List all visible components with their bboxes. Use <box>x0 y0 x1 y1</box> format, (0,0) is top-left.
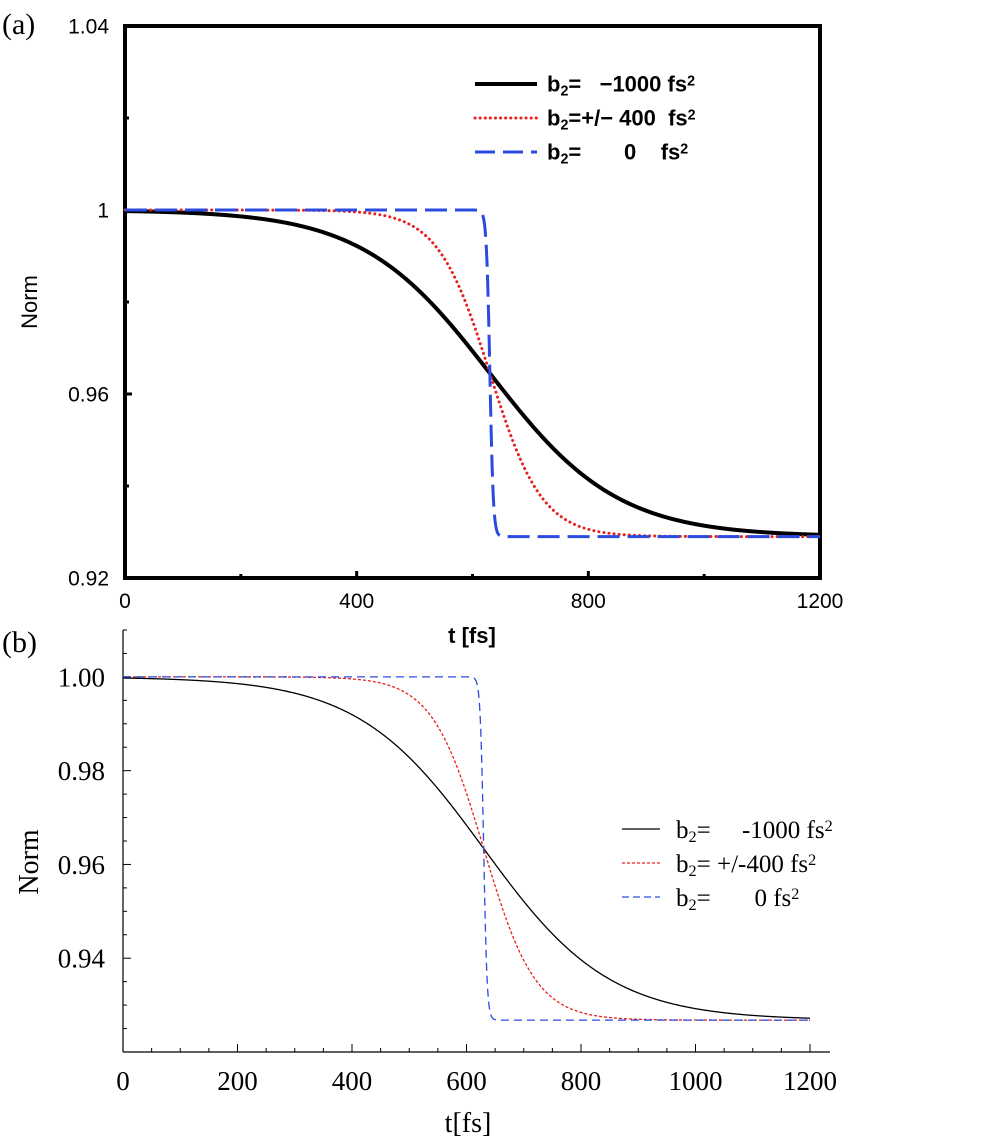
series-line-2 <box>122 676 811 1021</box>
panel-a-frame <box>123 24 822 580</box>
x-tick-label: 200 <box>217 1066 258 1096</box>
y-tick-label: 0.96 <box>68 383 109 406</box>
y-tick-label: 0.94 <box>58 944 106 974</box>
panel-b-legend: b2= -1000 fs2 b2= +/-400 fs2 b2= 0 fs2 <box>622 817 833 915</box>
y-tick-label: 1 <box>97 199 109 222</box>
panel-b: (b) 0 200 400 600 800 1000 1200 0.94 0.96 0.98 1.0… <box>2 626 837 1139</box>
y-tick-label: 0.96 <box>58 850 105 880</box>
panel-b-xlabel: t[fs] <box>445 1108 492 1139</box>
y-tick-label: 1.00 <box>58 662 105 692</box>
x-tick-label: 1000 <box>669 1066 723 1096</box>
x-tick-label: 0 <box>119 590 131 613</box>
series-line-1 <box>123 209 822 537</box>
legend-label-3: b2= 0 fs2 <box>676 885 799 915</box>
x-tick-label: 600 <box>446 1066 487 1096</box>
series-line-3 <box>122 676 811 1021</box>
legend-label-1: b2= -1000 fs2 <box>676 817 833 847</box>
x-tick-label: 400 <box>332 1066 373 1096</box>
y-tick-label: 0.98 <box>58 756 105 786</box>
series-line-3 <box>124 208 821 539</box>
x-tick-label: 800 <box>561 1066 602 1096</box>
series-line-1 <box>122 677 811 1019</box>
x-tick-label: 1200 <box>783 1066 837 1096</box>
panel-a-legend: b2= −1000 fs2 b2=+/− 400 fs2 b2= 0 fs2 <box>473 72 696 168</box>
legend-label-2: b2= +/-400 fs2 <box>676 851 816 881</box>
series-line-2 <box>123 208 822 539</box>
x-tick-label: 800 <box>571 590 606 613</box>
panel-a-label: (a) <box>2 8 35 41</box>
panel-b-label: (b) <box>2 626 37 659</box>
x-tick-label: 400 <box>339 590 374 613</box>
y-tick-label: 1.04 <box>68 15 109 38</box>
legend-label-1: b2= −1000 fs2 <box>547 72 695 100</box>
panel-a-xlabel: t [fs] <box>448 623 496 648</box>
panel-a: (a) 0 400 800 1200 0.92 0.96 1 1.04 Norm t [fs]… <box>2 8 843 648</box>
legend-label-2: b2=+/− 400 fs2 <box>547 106 696 134</box>
panel-b-ylabel: Norm <box>14 829 45 895</box>
x-tick-label: 0 <box>116 1066 130 1096</box>
y-tick-label: 0.92 <box>68 567 109 590</box>
panel-a-ylabel: Norm <box>17 275 42 329</box>
x-tick-label: 1200 <box>797 590 844 613</box>
legend-label-3: b2= 0 fs2 <box>547 140 688 168</box>
